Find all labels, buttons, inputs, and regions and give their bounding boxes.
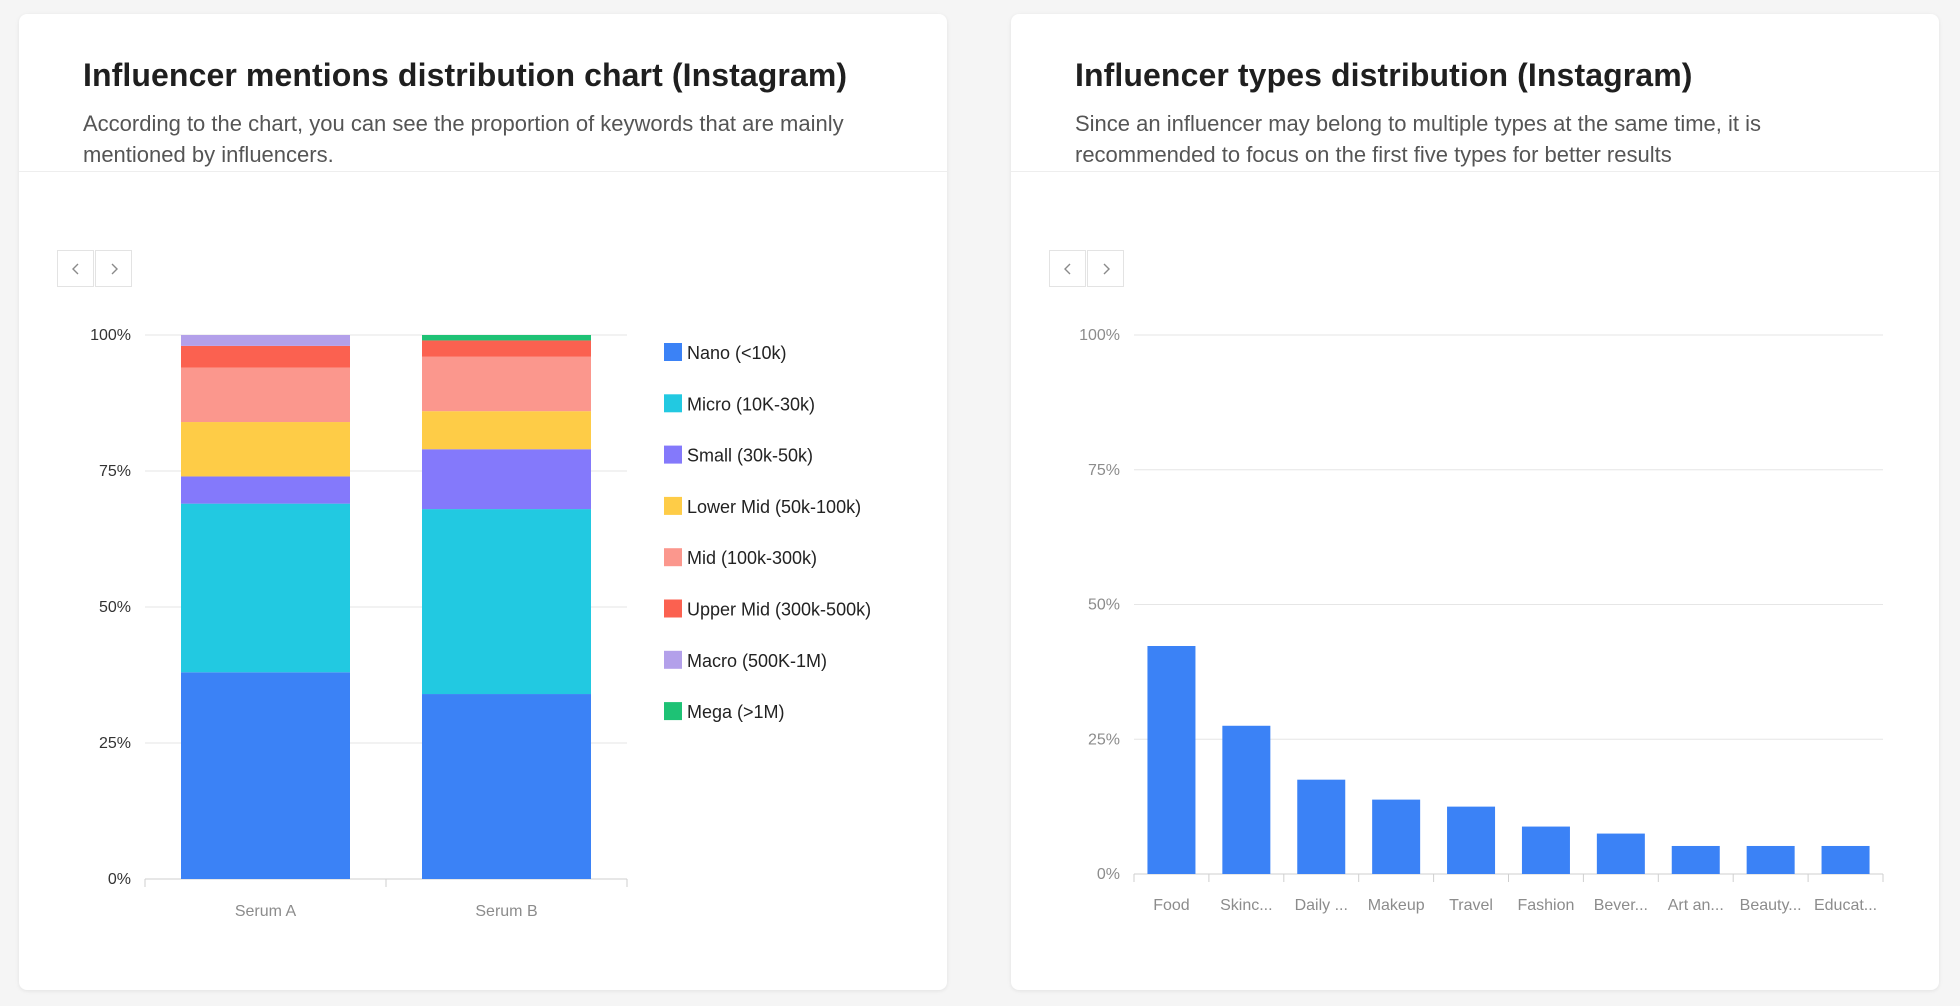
bar-segment [181,367,350,423]
pager-prev-button[interactable] [1049,250,1086,287]
legend-label: Upper Mid (300k-500k) [687,600,871,620]
bar [1821,845,1870,874]
chevron-right-icon [111,263,118,274]
bar-segment [422,509,591,695]
x-tick-label: Makeup [1368,897,1425,914]
card-title: Influencer types distribution (Instagram… [1075,57,1693,93]
chevron-right-icon [1103,263,1110,274]
bar [1222,725,1271,874]
card-title: Influencer mentions distribution chart (… [83,57,848,93]
x-tick-label: Serum A [235,903,297,920]
bar [1596,833,1645,874]
legend-label: Macro (500K-1M) [687,651,827,671]
bar-segment [422,356,591,412]
x-tick-label: Serum B [475,903,537,920]
x-tick-label: Food [1153,897,1189,914]
legend-swatch [664,548,682,567]
y-tick-label: 25% [99,735,131,752]
y-tick-label: 25% [1088,731,1120,748]
x-tick-label: Educat... [1814,897,1877,914]
pager-next-button[interactable] [95,250,132,287]
x-tick-label: Daily ... [1295,897,1348,914]
bar [1746,845,1795,874]
legend-label: Nano (<10k) [687,343,787,363]
bar-segment [422,335,591,341]
y-tick-label: 50% [1088,597,1120,614]
chart-pager [1049,250,1124,287]
bar-chart: 0% 25% 50% 75% 100% Food Skinc... Daily ... Make… [1079,327,1884,914]
y-tick-label: 100% [1079,327,1120,344]
card-header: Influencer mentions distribution chart (… [19,14,947,172]
y-tick-label: 50% [99,599,131,616]
y-tick-label: 0% [1097,866,1120,883]
stacked-bar-chart: 0% 25% 50% 75% 100% Serum A Serum B Nano (<10k)… [90,327,871,920]
bar-segment [422,694,591,879]
legend-label: Lower Mid (50k-100k) [687,497,861,517]
bar-segment [181,345,350,368]
legend-swatch [664,445,682,464]
bar-segment [181,335,350,346]
bar [1521,826,1570,874]
x-tick-label: Fashion [1517,897,1574,914]
legend-swatch [664,394,682,413]
pager-next-button[interactable] [1087,250,1124,287]
y-tick-label: 75% [1088,462,1120,479]
y-tick-label: 0% [108,871,131,888]
x-tick-label: Bever... [1594,897,1648,914]
bar-segment [422,449,591,510]
bar-segment [181,476,350,504]
mentions-distribution-card: Influencer mentions distribution chart (… [19,14,947,990]
y-tick-label: 100% [90,327,131,344]
bar-segment [181,422,350,477]
chevron-left-icon [71,263,78,274]
bar-segment [422,411,591,450]
bar-segment [181,672,350,879]
y-tick-label: 75% [99,463,131,480]
legend-swatch [664,599,682,618]
chevron-left-icon [1063,263,1070,274]
legend-label: Mid (100k-300k) [687,548,817,568]
bar [1297,779,1346,874]
bar-segment [422,340,591,357]
chart-pager [57,250,132,287]
legend-swatch [664,702,682,721]
legend-swatch [664,496,682,515]
legend-swatch [664,343,682,361]
legend-label: Micro (10K-30k) [687,394,815,414]
x-tick-label: Art an... [1668,897,1724,914]
x-tick-label: Travel [1449,897,1493,914]
x-tick-label: Beauty... [1740,897,1802,914]
card-description: Since an influencer may belong to multip… [1075,111,1762,167]
bar [1671,845,1720,874]
legend-label: Mega (>1M) [687,702,785,722]
bar [1447,806,1496,874]
legend-swatch [664,650,682,669]
x-tick-label: Skinc... [1220,897,1272,914]
card-header: Influencer types distribution (Instagram… [1011,14,1939,172]
bar-segment [181,503,350,673]
bar [1372,799,1421,874]
pager-prev-button[interactable] [57,250,94,287]
bar [1147,646,1196,874]
legend-label: Small (30k-50k) [687,446,813,466]
card-description: According to the chart, you can see the … [83,111,844,167]
types-distribution-card: Influencer types distribution (Instagram… [1011,14,1939,990]
